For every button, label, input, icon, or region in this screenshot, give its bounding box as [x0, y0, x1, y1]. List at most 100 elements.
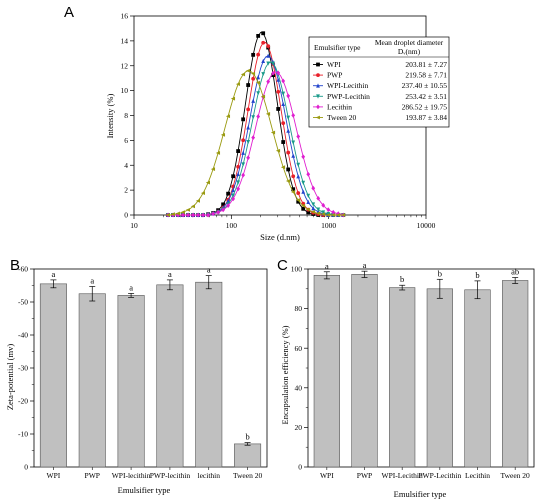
series-point: [320, 212, 326, 217]
series-point: [236, 171, 241, 177]
legend-swatch-marker: [316, 62, 320, 67]
series-point: [291, 187, 296, 192]
bar: [464, 289, 491, 468]
x-tick-label: WPI: [47, 471, 61, 480]
series-point: [266, 79, 271, 85]
series-point: [251, 52, 256, 57]
plot-frame: [307, 268, 535, 468]
panel-b-y-axis-label: Zeta-potential (mv): [5, 344, 15, 410]
x-tick-label: WPI-Lecithin: [382, 471, 423, 480]
y-tick-label: 40: [295, 383, 303, 392]
legend-series-name: PWP: [327, 71, 342, 80]
series-point: [251, 115, 256, 120]
x-tick-label: PWP: [85, 471, 100, 480]
series-point: [276, 89, 281, 94]
x-tick-label: PWP-lecithin: [150, 471, 191, 480]
bar: [351, 274, 378, 468]
x-tick-label: WPI: [320, 471, 334, 480]
bar-tween-20: ab: [502, 267, 529, 468]
series-point: [256, 33, 261, 38]
series-point: [326, 207, 331, 213]
series-point: [321, 202, 326, 208]
bar: [117, 295, 145, 468]
series-point: [235, 82, 241, 87]
series-point: [301, 180, 306, 185]
series-point: [246, 125, 251, 130]
series-point: [261, 72, 266, 77]
series-point: [270, 130, 276, 135]
series-point: [271, 61, 276, 66]
y-tick-label: 8: [124, 111, 128, 120]
series-point: [226, 191, 231, 196]
series-point: [220, 133, 226, 137]
series-point: [245, 68, 251, 73]
series-point: [181, 212, 185, 218]
series-point: [231, 187, 236, 193]
series-point: [165, 213, 170, 217]
series-point: [316, 207, 321, 212]
bar-wpi: a: [313, 261, 340, 468]
panel-c-x-axis-label: Emulsifier type: [394, 489, 447, 499]
series-point: [215, 151, 221, 155]
y-tick-label: 10: [121, 86, 129, 95]
panel-b-bars: a a a a a b: [39, 265, 262, 468]
series-point: [305, 207, 311, 212]
bar-lecithin: a: [195, 265, 223, 468]
series-point: [281, 91, 286, 96]
legend-swatch-marker: [316, 94, 320, 99]
significance-letter: a: [325, 261, 329, 271]
y-tick-label: 14: [121, 36, 129, 45]
y-tick-label: -50: [18, 298, 28, 307]
series-point: [256, 52, 261, 57]
series-lecithin: [166, 70, 346, 218]
legend-series-value: 286.52 ± 19.75: [402, 102, 448, 111]
series-point: [211, 211, 216, 217]
series-point: [230, 96, 236, 101]
bar: [234, 443, 262, 468]
series-point: [231, 196, 236, 202]
x-tick-label: PWP: [357, 471, 372, 480]
series-point: [311, 202, 316, 207]
y-tick-label: 60: [295, 344, 303, 353]
series-point: [331, 209, 336, 215]
series-point: [191, 212, 195, 218]
x-tick-label: PWP-Lecithin: [418, 471, 461, 480]
series-point: [275, 148, 281, 153]
series-point: [251, 98, 256, 103]
bar-pwp: a: [351, 260, 378, 468]
series-point: [195, 198, 201, 203]
x-tick-label: Tween 20: [233, 471, 263, 480]
panel-a-letter: A: [64, 4, 74, 21]
series-point: [330, 213, 336, 217]
series-point: [261, 58, 266, 64]
series-point: [241, 162, 246, 167]
bar: [313, 275, 340, 468]
legend-rows: WPI 203.81 ± 7.27 PWP 219.58 ± 7.71 WPI-Leci…: [313, 60, 447, 122]
bar: [195, 281, 223, 468]
y-tick-label: 2: [124, 186, 128, 195]
bar-wpi-lecithin: b: [389, 274, 416, 468]
series-point: [281, 140, 286, 144]
significance-letter: a: [363, 260, 367, 270]
significance-letter: a: [90, 275, 94, 285]
series-point: [231, 193, 236, 198]
series-point: [250, 71, 256, 76]
series-point: [340, 213, 346, 217]
legend-series-name: Lecithin: [327, 102, 352, 111]
series-point: [206, 212, 211, 218]
series-point: [256, 75, 261, 80]
x-tick-label: 100: [226, 221, 238, 230]
series-point: [291, 153, 296, 158]
series-point: [205, 180, 211, 185]
series-point: [266, 44, 271, 49]
panel-a-series: [165, 31, 346, 218]
bar-pwp: a: [78, 275, 106, 468]
bar: [156, 284, 184, 468]
y-tick-label: -20: [18, 397, 28, 406]
series-point: [286, 115, 291, 120]
panel-c: C 0 20 40 60 80 100 WPI PWP WPI-LecithinPWP-Leci…: [277, 257, 535, 499]
series-point: [296, 134, 301, 139]
significance-letter: a: [207, 265, 211, 275]
series-point: [221, 207, 226, 213]
series-point: [296, 191, 301, 195]
